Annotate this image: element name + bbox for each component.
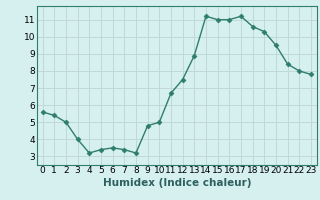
X-axis label: Humidex (Indice chaleur): Humidex (Indice chaleur) xyxy=(102,178,251,188)
